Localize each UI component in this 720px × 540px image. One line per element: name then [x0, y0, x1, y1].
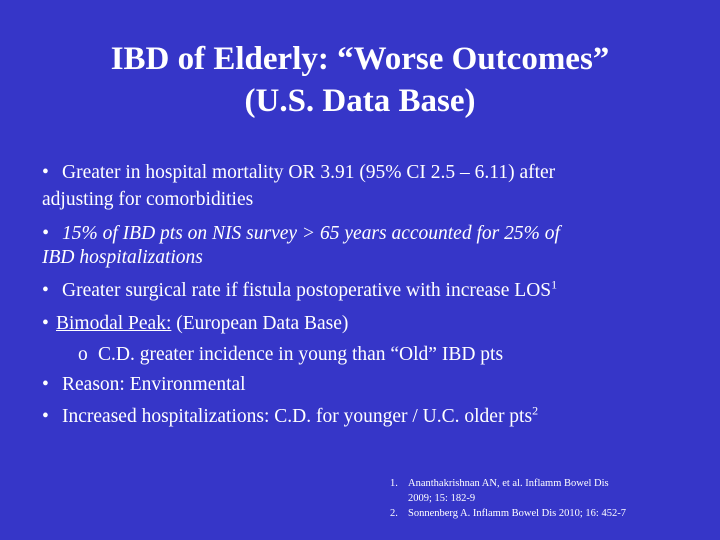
- sub-bullet-marker: o: [78, 344, 88, 365]
- title-line-2: (U.S. Data Base): [244, 83, 476, 119]
- slide-title: IBD of Elderly: “Worse Outcomes” (U.S. D…: [0, 38, 720, 122]
- bullet-dot: •: [42, 313, 49, 334]
- bullet-dot: •: [42, 162, 49, 183]
- bullet-1-line-1: • Greater in hospital mortality OR 3.91 (…: [42, 162, 556, 183]
- bullet-2-line-1: • 15% of IBD pts on NIS survey > 65 years…: [42, 223, 560, 244]
- reference-1-cont: 2009; 15: 182-9: [408, 493, 476, 504]
- title-line-1: IBD of Elderly: “Worse Outcomes”: [110, 41, 610, 77]
- bullet-dot: •: [42, 223, 49, 244]
- bullet-dot: •: [42, 406, 49, 427]
- bullet-5: • Reason: Environmental: [42, 374, 246, 395]
- bullet-dot: •: [42, 374, 49, 395]
- bullet-dot: •: [42, 280, 49, 301]
- footnote-marker: 2: [532, 403, 539, 418]
- bullet-2-line-2: IBD hospitalizations: [42, 247, 203, 268]
- reference-1: 1. Ananthakrishnan AN, et al. Inflamm Bow…: [390, 478, 609, 489]
- bullet-4: • Bimodal Peak: (European Data Base): [42, 313, 349, 334]
- bullet-1-line-2: adjusting for comorbidities: [42, 189, 254, 210]
- sub-bullet: o C.D. greater incidence in young than “O…: [78, 344, 504, 365]
- footnote-marker: 1: [551, 277, 558, 292]
- bullet-6: • Increased hospitalizations: C.D. for yo…: [42, 403, 539, 428]
- bimodal-peak-label: Bimodal Peak:: [56, 313, 172, 334]
- reference-2: 2. Sonnenberg A. Inflamm Bowel Dis 2010; …: [390, 508, 626, 519]
- bullet-3: • Greater surgical rate if fistula postop…: [42, 277, 558, 302]
